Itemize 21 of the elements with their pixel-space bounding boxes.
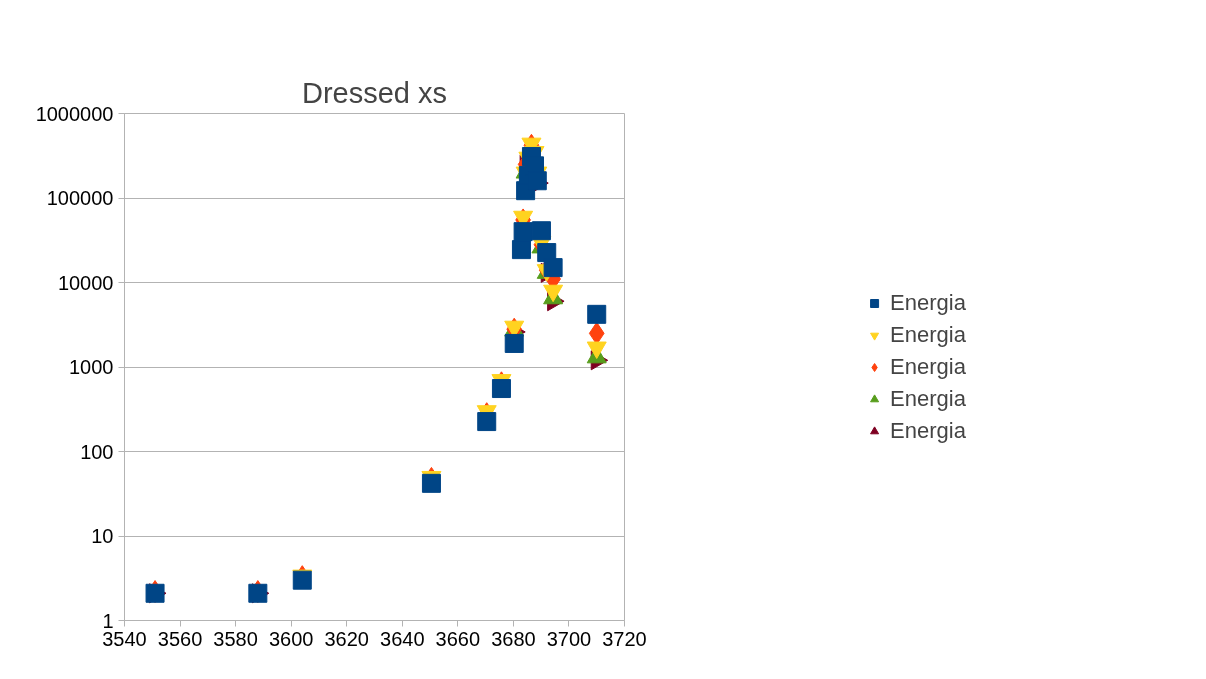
x-tick-label: 3680 — [491, 627, 536, 650]
legend-label: Energia — [890, 353, 966, 380]
x-tick-label: 3600 — [268, 627, 314, 650]
y-tick-label: 100 — [80, 440, 114, 463]
x-tick-label: 3580 — [213, 627, 258, 650]
y-tick-label: 1000 — [69, 356, 114, 378]
x-tick-label: 3700 — [546, 627, 592, 650]
x-tick-label: 3620 — [324, 627, 369, 650]
legend-label: Energia — [890, 417, 966, 444]
x-tick-label: 3640 — [380, 627, 425, 650]
x-tick-label: 3720 — [602, 627, 647, 650]
chart-title: Dressed xs — [301, 76, 448, 109]
y-tick-label: 10000 — [57, 271, 114, 294]
y-tick-label: 100000 — [46, 187, 114, 209]
x-tick-label: 3560 — [157, 627, 203, 650]
legend-label: Energia — [890, 321, 966, 348]
y-tick-label: 10 — [91, 525, 114, 547]
legend-label: Energia — [890, 289, 966, 316]
x-tick-label: 3660 — [435, 627, 481, 650]
legend-label: Energia — [890, 385, 966, 412]
y-tick-label: 1000000 — [35, 102, 114, 125]
